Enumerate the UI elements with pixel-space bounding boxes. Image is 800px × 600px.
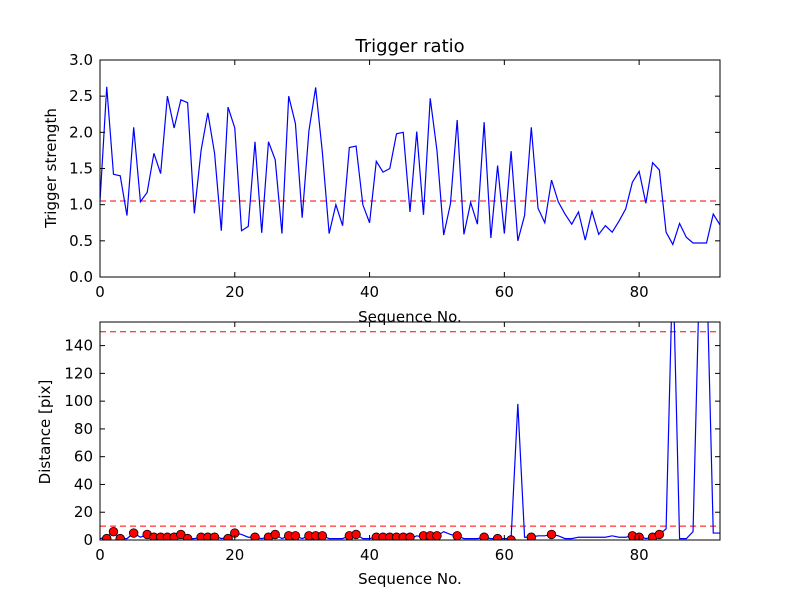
plot-clip-group bbox=[100, 322, 720, 540]
data-point-marker bbox=[492, 533, 503, 540]
y-tick-label: 2.0 bbox=[69, 123, 93, 141]
y-tick-label: 1.0 bbox=[69, 196, 93, 214]
x-tick-label: 60 bbox=[495, 546, 514, 564]
data-point-marker bbox=[546, 529, 557, 540]
series-line bbox=[100, 86, 720, 246]
x-tick-label: 0 bbox=[95, 283, 105, 301]
data-point-marker bbox=[290, 531, 301, 540]
data-point-marker bbox=[351, 529, 361, 540]
y-tick-label: 0 bbox=[83, 531, 93, 549]
distance-chart: Sequence No. Distance [pix] 0 20 40 60 80 0 20… bbox=[36, 321, 721, 588]
y-tick-label: 20 bbox=[74, 503, 93, 521]
y-tick-label: 3.0 bbox=[69, 51, 93, 69]
plot-area: 0 20 40 60 80 0 20 40 60 80 100 120 140 bbox=[64, 321, 721, 564]
data-point-marker bbox=[182, 533, 193, 540]
x-axis-label: Sequence No. bbox=[358, 308, 462, 326]
data-point-marker bbox=[405, 532, 415, 540]
data-point-marker bbox=[526, 532, 537, 540]
x-axis-label: Sequence No. bbox=[358, 570, 462, 588]
y-axis-label: Trigger strength bbox=[42, 108, 60, 229]
data-point-marker bbox=[452, 531, 462, 540]
data-point-marker bbox=[115, 533, 125, 540]
y-tick-label: 100 bbox=[64, 392, 93, 410]
y-tick-label: 60 bbox=[74, 448, 93, 466]
data-point-marker bbox=[479, 532, 489, 540]
y-tick-label: 0.0 bbox=[69, 268, 93, 286]
plot-clip-group bbox=[100, 86, 720, 246]
data-point-marker bbox=[506, 535, 516, 540]
data-point-marker bbox=[270, 529, 280, 540]
y-axis-label: Distance [pix] bbox=[36, 380, 54, 485]
chart-title: Trigger ratio bbox=[354, 36, 464, 57]
data-point-marker bbox=[432, 531, 442, 540]
x-tick-label: 0 bbox=[95, 546, 105, 564]
data-point-marker bbox=[176, 529, 186, 540]
y-tick-label: 0.5 bbox=[69, 232, 93, 250]
trigger-ratio-chart: Trigger ratio Sequence No. Trigger stren… bbox=[42, 36, 721, 326]
plot-area: 0 20 40 60 80 0.0 0.5 1.0 1.5 2.0 2.5 3.0 bbox=[69, 51, 721, 301]
y-tick-label: 2.5 bbox=[69, 87, 93, 105]
y-tick-label: 1.5 bbox=[69, 160, 93, 178]
y-tick-label: 120 bbox=[64, 364, 93, 382]
data-point-marker bbox=[317, 531, 328, 540]
data-point-marker bbox=[654, 529, 665, 540]
x-tick-label: 40 bbox=[360, 546, 379, 564]
data-point-marker bbox=[223, 533, 233, 540]
data-point-marker bbox=[102, 533, 112, 540]
y-tick-label: 40 bbox=[74, 475, 93, 493]
x-tick-label: 80 bbox=[630, 546, 649, 564]
data-point-marker bbox=[128, 528, 139, 538]
data-point-marker bbox=[108, 526, 119, 537]
data-point-marker bbox=[250, 532, 260, 540]
axes-frame bbox=[99, 321, 721, 541]
data-point-marker bbox=[209, 532, 220, 540]
y-tick-label: 80 bbox=[74, 420, 93, 438]
x-tick-label: 20 bbox=[225, 546, 244, 564]
y-tick-label: 140 bbox=[64, 337, 93, 355]
x-tick-label: 60 bbox=[495, 283, 514, 301]
x-tick-label: 20 bbox=[225, 283, 244, 301]
x-tick-label: 80 bbox=[630, 283, 649, 301]
x-tick-label: 40 bbox=[360, 283, 379, 301]
